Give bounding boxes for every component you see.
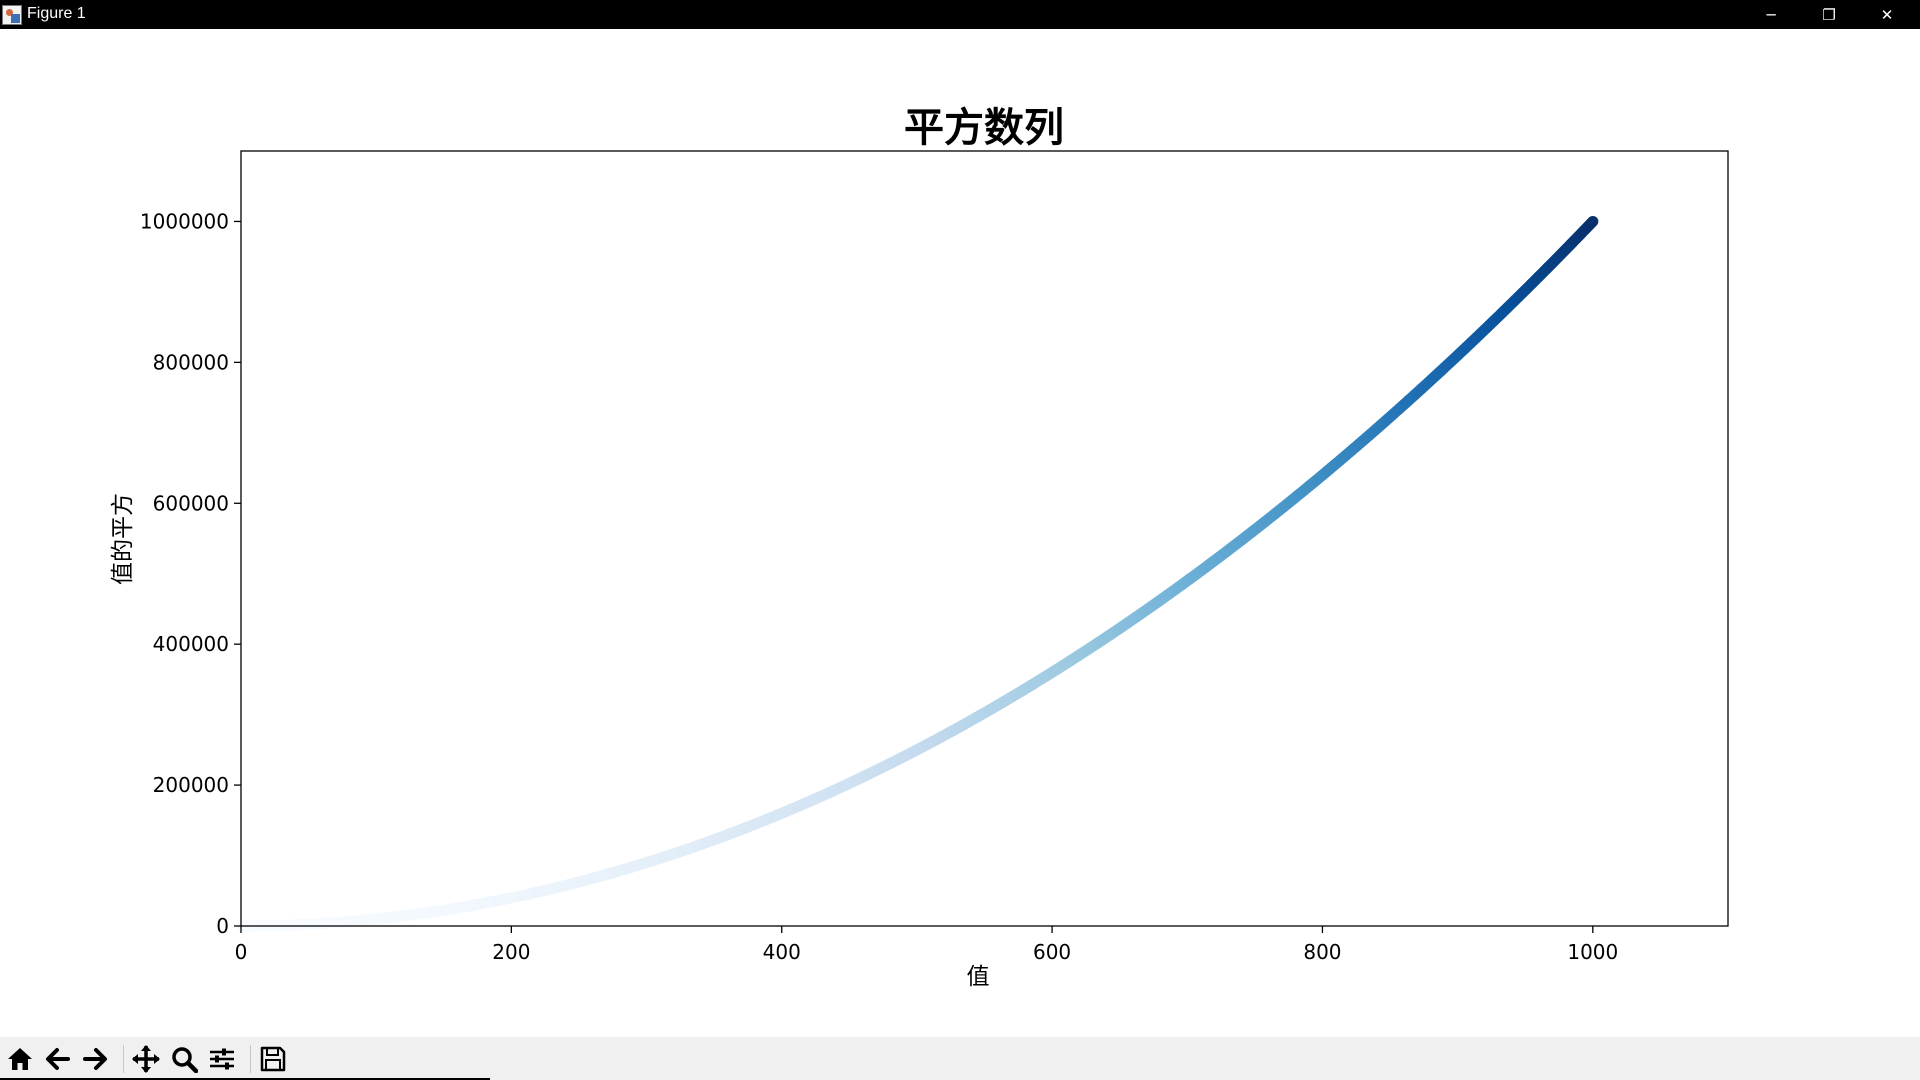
minimize-button[interactable]: ─ <box>1766 5 1776 24</box>
window-title: Figure 1 <box>27 5 86 22</box>
y-tick-label: 400000 <box>153 632 229 656</box>
home-icon <box>8 1048 32 1070</box>
y-tick-label: 600000 <box>153 491 229 515</box>
forward-button[interactable] <box>79 1043 111 1075</box>
move-icon <box>132 1045 160 1073</box>
x-tick-label: 0 <box>235 940 248 964</box>
close-button[interactable]: ✕ <box>1880 5 1894 24</box>
chart-title: 平方数列 <box>904 105 1064 151</box>
y-tick-label: 0 <box>216 914 229 938</box>
magnifier-icon <box>172 1047 198 1073</box>
x-tick-label: 200 <box>492 940 530 964</box>
x-tick-label: 400 <box>763 940 801 964</box>
configure-subplots-button[interactable] <box>206 1043 238 1075</box>
navigation-toolbar <box>0 1037 1920 1080</box>
home-button[interactable] <box>4 1043 36 1075</box>
pan-button[interactable] <box>130 1043 162 1075</box>
x-axis: 0 200 400 600 800 1000 <box>235 926 1618 964</box>
x-axis-label: 值 <box>967 964 990 990</box>
floppy-disk-icon <box>260 1046 286 1072</box>
window-titlebar[interactable]: Figure 1 ─ ❐ ✕ <box>0 0 1920 29</box>
save-button[interactable] <box>257 1043 289 1075</box>
x-tick-label: 600 <box>1033 940 1071 964</box>
y-tick-label: 1000000 <box>140 209 229 233</box>
y-axis: 0 200000 400000 600000 800000 1000000 <box>140 209 241 938</box>
arrow-right-icon <box>83 1048 107 1070</box>
scatter-series <box>236 215 1599 932</box>
x-tick-label: 800 <box>1303 940 1341 964</box>
y-tick-label: 800000 <box>153 350 229 374</box>
plot-frame <box>240 150 1729 927</box>
y-tick-label: 200000 <box>153 773 229 797</box>
zoom-button[interactable] <box>168 1043 200 1075</box>
x-tick-label: 1000 <box>1567 940 1618 964</box>
matplotlib-app-icon <box>2 5 22 25</box>
sliders-icon <box>210 1048 234 1070</box>
scatter-point <box>1587 215 1599 227</box>
chart-svg: 0 200 400 600 800 1000 0 200000 400000 600000 800… <box>110 105 1729 990</box>
y-axis-label: 值的平方 <box>110 493 136 585</box>
maximize-button[interactable]: ❐ <box>1822 5 1836 24</box>
arrow-left-icon <box>46 1048 70 1070</box>
figure-canvas[interactable]: 0 200 400 600 800 1000 0 200000 400000 600000 800… <box>0 29 1920 1037</box>
back-button[interactable] <box>42 1043 74 1075</box>
